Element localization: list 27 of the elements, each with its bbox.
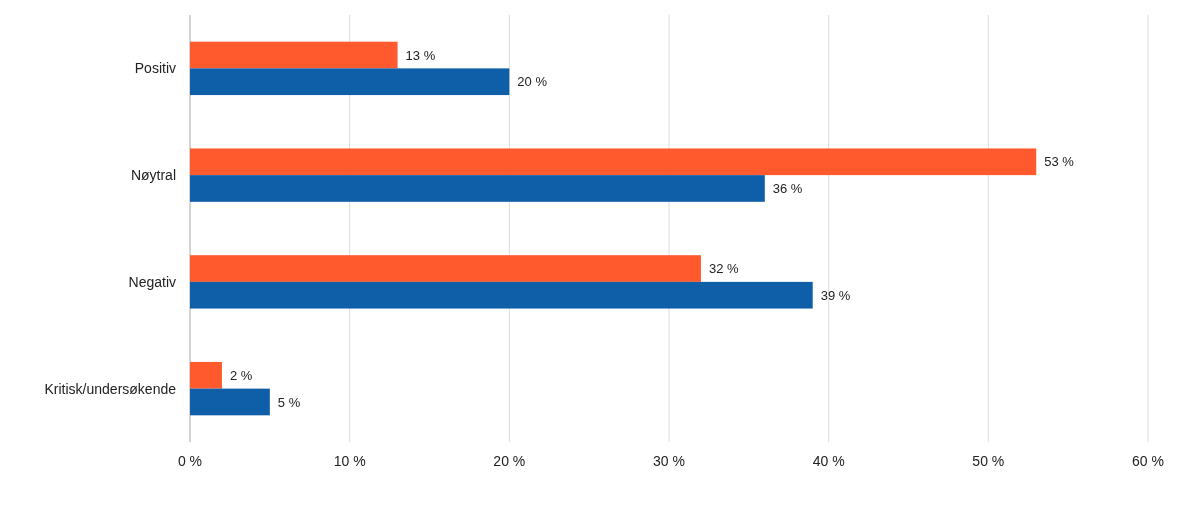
x-tick-label: 0 %	[177, 453, 203, 469]
x-tick-label: 10 %	[333, 453, 366, 469]
data-label: 53 %	[1044, 154, 1075, 170]
data-label: 36 %	[772, 181, 803, 197]
bar	[190, 255, 701, 282]
x-tick-label: 40 %	[812, 453, 845, 469]
x-tick-label: 60 %	[1132, 453, 1164, 469]
bar	[190, 41, 398, 69]
data-label: 32 %	[708, 261, 740, 277]
data-label: 13 %	[405, 47, 436, 63]
y-tick-label: Kritisk/undersøkende	[44, 380, 177, 397]
bar	[190, 68, 510, 96]
data-label: 5 %	[277, 394, 301, 410]
y-tick-label: Negativ	[128, 273, 176, 290]
bar	[190, 148, 1037, 176]
x-tick-label: 50 %	[972, 453, 1005, 469]
y-tick-label: Nøytral	[130, 167, 176, 184]
data-label: 2 %	[229, 367, 253, 383]
data-label: 20 %	[517, 74, 548, 90]
y-tick-label: Positiv	[134, 60, 176, 77]
data-label: 39 %	[820, 287, 851, 303]
x-tick-label: 30 %	[653, 453, 685, 469]
bar	[190, 281, 813, 309]
bar	[190, 175, 765, 202]
bar	[190, 388, 270, 416]
x-tick-label: 20 %	[493, 453, 526, 469]
bar	[190, 361, 222, 389]
